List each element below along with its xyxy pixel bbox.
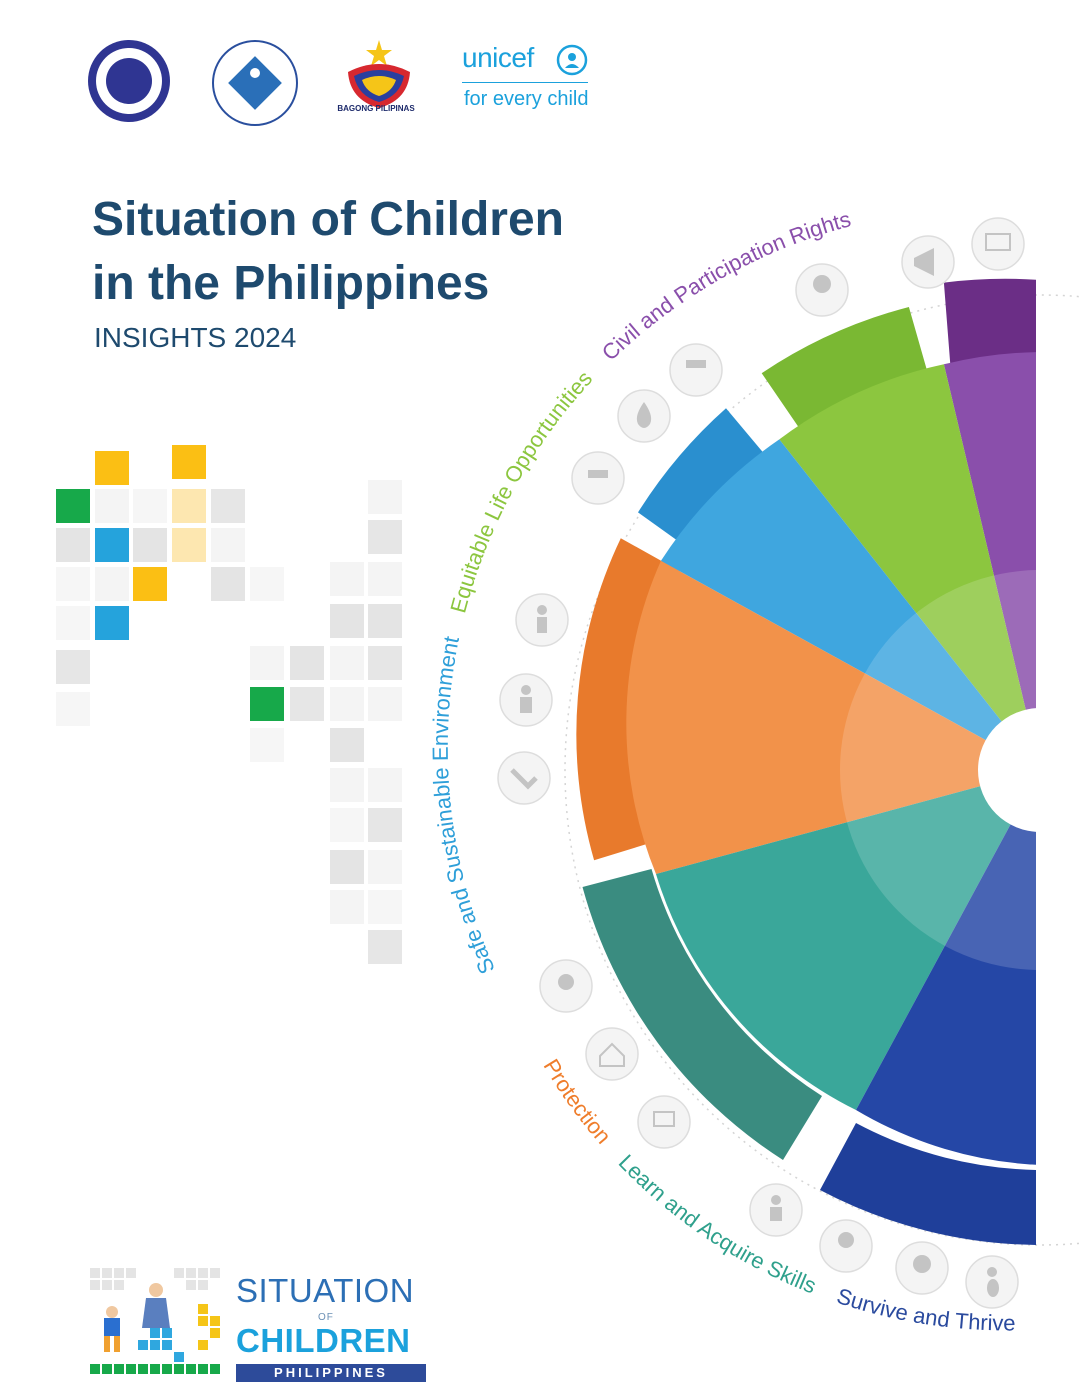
baby-icon xyxy=(895,1241,949,1295)
hands-icon xyxy=(497,751,551,805)
cover-subtitle: INSIGHTS 2024 xyxy=(94,322,297,353)
soc-children-graphic xyxy=(90,1268,220,1374)
child-figure-icon xyxy=(499,673,553,727)
laptop-icon xyxy=(971,217,1025,271)
wheel-hub xyxy=(978,708,1036,832)
segment-learn-outer xyxy=(582,869,822,1160)
label-equitable: Equitable Life Opportunities xyxy=(445,366,597,616)
dotted-ring xyxy=(564,294,1082,1246)
soc-logo-bar xyxy=(236,1364,426,1382)
soc-logo-philippines: PHILIPPINES xyxy=(274,1365,388,1380)
lightbulb-icon xyxy=(539,959,593,1013)
segment-safe xyxy=(660,439,1036,768)
inner-highlight xyxy=(840,570,1036,970)
unicef-divider xyxy=(462,82,588,83)
cwc-logo xyxy=(88,40,170,122)
bagong-pilipinas-logo xyxy=(348,40,410,108)
segment-protection xyxy=(626,560,1036,874)
soc-logo-situation: SITUATION xyxy=(236,1272,415,1309)
segment-survive-outer xyxy=(820,1123,1036,1245)
segment-safe-outer xyxy=(638,408,775,556)
segment-equitable xyxy=(779,364,1036,765)
bagong-pilipinas-label: BAGONG PILIPINAS xyxy=(337,104,415,113)
unicef-tagline: for every child xyxy=(464,88,589,110)
unicef-wordmark: unicef xyxy=(462,42,534,73)
unicef-emblem-icon xyxy=(556,44,588,76)
elder-icon xyxy=(749,1183,803,1237)
child-icon xyxy=(515,593,569,647)
segment-survive xyxy=(856,777,1036,1165)
label-safe: Safe and Sustainable Environment xyxy=(428,634,500,978)
water-drop-icon xyxy=(617,389,671,443)
title-line-2: in the Philippines xyxy=(92,257,490,310)
megaphone-icon xyxy=(901,235,955,289)
title-line-1: Situation of Children xyxy=(92,193,564,246)
faucet-icon xyxy=(571,451,625,505)
segment-civil-outer xyxy=(943,278,1036,366)
segment-equitable-outer xyxy=(761,307,931,439)
cover-title: Situation of Children in the Philippines xyxy=(92,188,652,316)
school-icon xyxy=(585,1027,639,1081)
soc-logo-children: CHILDREN xyxy=(236,1322,411,1359)
money-hand-icon xyxy=(795,263,849,317)
segment-learn xyxy=(656,771,1036,1110)
segment-civil xyxy=(943,352,1036,754)
teacher-icon xyxy=(637,1095,691,1149)
nccw-logo xyxy=(212,40,298,126)
tap-hand-icon xyxy=(669,343,723,397)
soc-logo-of: OF xyxy=(318,1312,334,1323)
mother-child-icon xyxy=(819,1219,873,1273)
pregnant-icon xyxy=(965,1255,1019,1309)
